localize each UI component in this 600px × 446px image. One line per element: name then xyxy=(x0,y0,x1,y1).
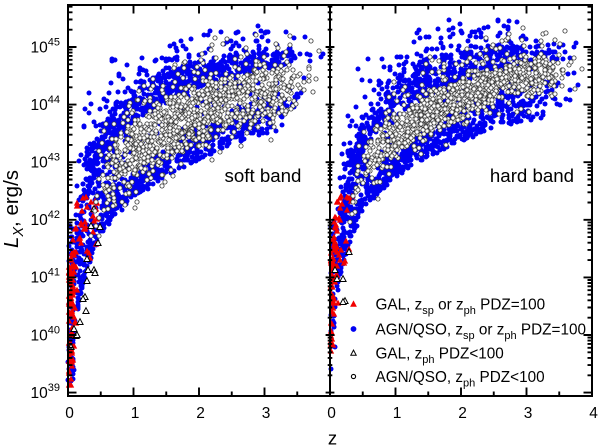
svg-text:z: z xyxy=(328,428,337,446)
svg-text:GAL, zsp or zph PDZ=100: GAL, zsp or zph PDZ=100 xyxy=(376,296,546,317)
svg-text:AGN/QSO, zsp or zph PDZ=100: AGN/QSO, zsp or zph PDZ=100 xyxy=(376,321,586,342)
svg-text:2: 2 xyxy=(458,405,467,422)
svg-text:0: 0 xyxy=(65,405,74,422)
svg-text:3: 3 xyxy=(262,405,271,422)
svg-text:0: 0 xyxy=(327,405,336,422)
svg-text:LX, erg/s: LX, erg/s xyxy=(0,170,27,248)
svg-text:hard band: hard band xyxy=(490,165,574,186)
svg-text:1: 1 xyxy=(131,405,140,422)
svg-text:1: 1 xyxy=(393,405,402,422)
svg-text:4: 4 xyxy=(589,405,598,422)
svg-text:AGN/QSO, zph PDZ<100: AGN/QSO, zph PDZ<100 xyxy=(376,369,545,390)
svg-text:soft band: soft band xyxy=(225,165,302,186)
svg-text:3: 3 xyxy=(524,405,533,422)
svg-text:GAL, zph PDZ<100: GAL, zph PDZ<100 xyxy=(376,345,504,366)
svg-text:2: 2 xyxy=(196,405,205,422)
